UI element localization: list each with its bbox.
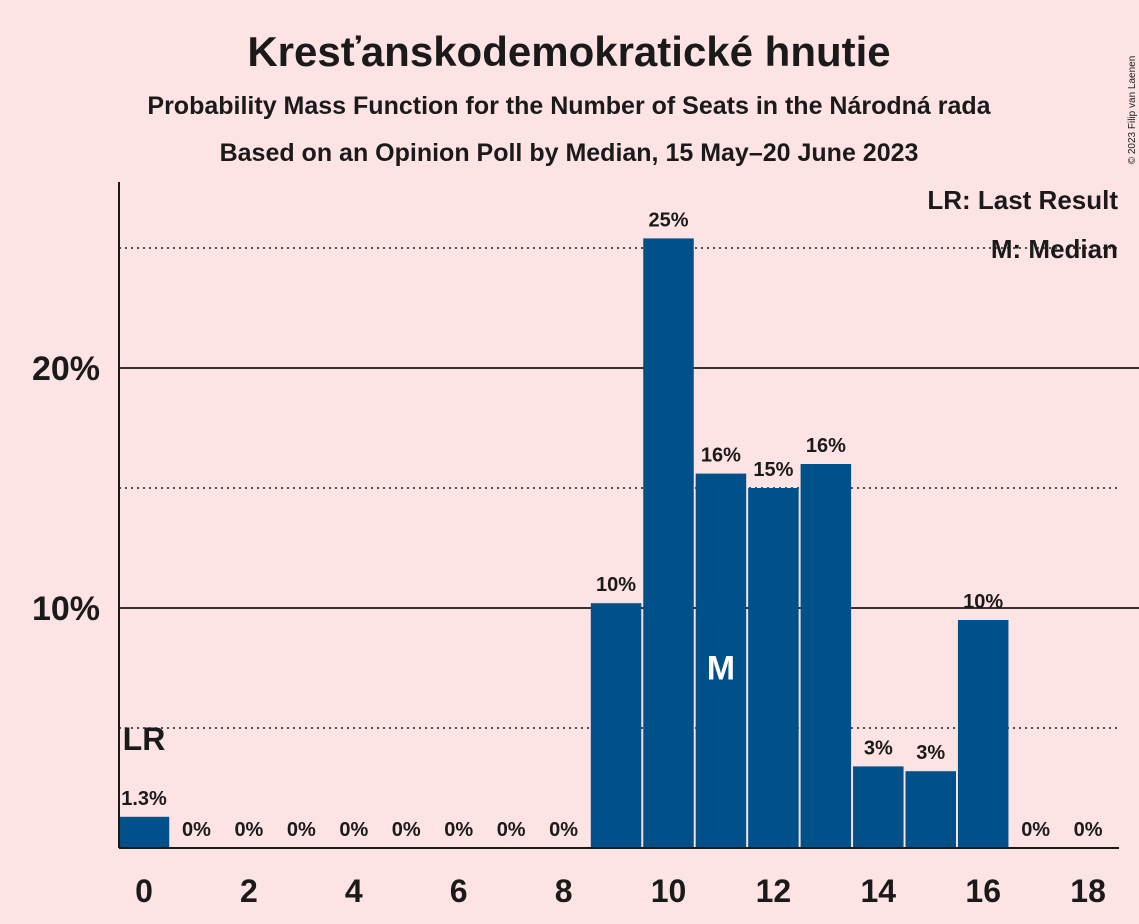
bar	[695, 473, 747, 848]
bar	[643, 238, 694, 848]
x-tick-label: 16	[965, 873, 1001, 909]
bar	[853, 766, 904, 848]
x-tick-label: 6	[450, 873, 468, 909]
data-label: 0%	[549, 819, 578, 841]
x-tick-label: 10	[651, 873, 687, 909]
data-label: 3%	[916, 742, 945, 764]
chart-subtitle: Probability Mass Function for the Number…	[147, 92, 991, 120]
y-tick-label: 10%	[32, 590, 100, 628]
data-label: 0%	[444, 819, 473, 841]
x-tick-label: 0	[135, 873, 153, 909]
copyright-notice: © 2023 Filip van Laenen	[1127, 56, 1138, 165]
data-label: 10%	[596, 574, 636, 596]
data-label: 0%	[339, 819, 368, 841]
median-marker: M	[707, 650, 735, 688]
chart-subtitle-source: Based on an Opinion Poll by Median, 15 M…	[220, 139, 919, 167]
y-tick-label: 20%	[32, 350, 100, 388]
data-label: 16%	[806, 435, 846, 457]
data-label: 16%	[701, 445, 741, 467]
x-tick-label: 2	[240, 873, 258, 909]
data-label: 0%	[234, 819, 263, 841]
data-label: 0%	[287, 819, 316, 841]
x-tick-label: 14	[861, 873, 897, 909]
x-tick-label: 18	[1070, 873, 1106, 909]
chart-title: Kresťanskodemokratické hnutie	[247, 28, 890, 75]
bar	[905, 771, 956, 848]
data-label: 0%	[1074, 819, 1103, 841]
bar	[590, 603, 642, 848]
last-result-marker: LR	[123, 721, 166, 757]
bar	[957, 620, 1009, 848]
x-tick-label: 12	[756, 873, 792, 909]
legend: LR: Last Result M: Median	[927, 185, 1118, 264]
markers: LR M	[123, 650, 735, 757]
bar	[748, 488, 799, 848]
bar	[800, 464, 852, 848]
bars	[118, 238, 1009, 848]
x-tick-label: 8	[555, 873, 573, 909]
x-tick-label: 4	[345, 873, 363, 909]
axes: 10% 20% 0 2 4 6 8 10 12 14 16 18	[32, 182, 1119, 909]
data-label: 0%	[392, 819, 421, 841]
data-labels: 1.3% 0% 0% 0% 0% 0% 0% 0% 0% 10% 25% 16% 15% 16% 3% 3% 1…	[121, 209, 1103, 841]
data-label: 0%	[497, 819, 526, 841]
legend-median: M: Median	[991, 234, 1118, 264]
data-label: 15%	[753, 459, 793, 481]
data-label: 0%	[1021, 819, 1050, 841]
data-label: 3%	[864, 737, 893, 759]
data-label: 1.3%	[121, 788, 167, 810]
data-label: 25%	[648, 209, 688, 231]
legend-last-result: LR: Last Result	[927, 185, 1118, 215]
data-label: 10%	[963, 591, 1003, 613]
data-label: 0%	[182, 819, 211, 841]
bar	[118, 816, 170, 848]
